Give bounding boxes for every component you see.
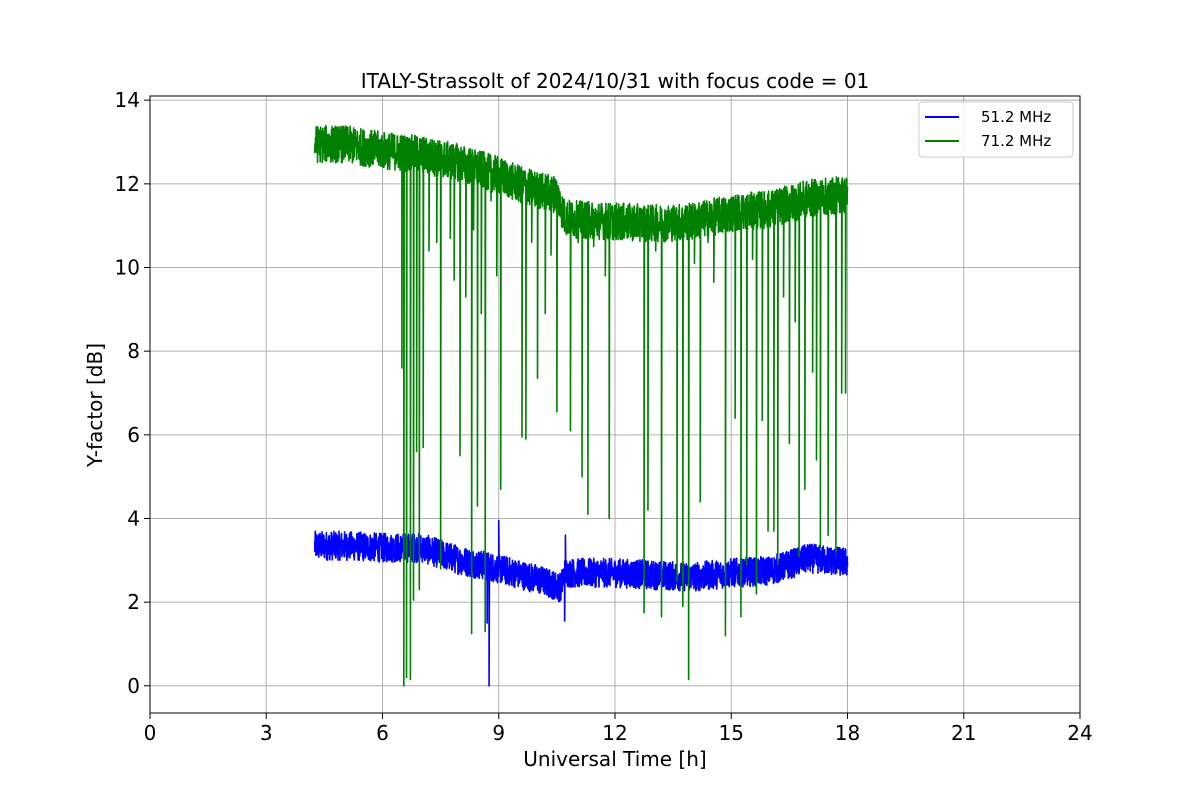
x-tick-label: 9 [492, 721, 505, 745]
x-tick-label: 18 [835, 721, 860, 745]
x-tick-label: 6 [376, 721, 389, 745]
y-tick-label: 4 [127, 506, 140, 530]
grid [149, 96, 1081, 713]
legend-box [918, 101, 1074, 158]
y-tick-label: 8 [127, 339, 140, 363]
x-axis-label: Universal Time [h] [523, 747, 706, 771]
series-line-1 [313, 519, 849, 687]
legend: 51.2 MHz 71.2 MHz [918, 101, 1074, 158]
series-line-2 [313, 124, 849, 687]
x-tick-label: 15 [719, 721, 744, 745]
x-tick-label: 0 [144, 721, 157, 745]
y-tick-label: 6 [127, 423, 140, 447]
legend-label-2: 71.2 MHz [981, 132, 1051, 150]
chart-title: ITALY-Strassolt of 2024/10/31 with focus… [361, 69, 870, 93]
y-tick-label: 12 [115, 172, 140, 196]
y-tick-label: 14 [115, 88, 140, 112]
y-tick-label: 0 [127, 674, 140, 698]
x-tick-label: 3 [260, 721, 273, 745]
x-tick-label: 12 [602, 721, 627, 745]
y-tick-label: 2 [127, 590, 140, 614]
x-tick-label: 21 [951, 721, 976, 745]
y-axis-label: Y-factor [dB] [83, 343, 107, 468]
y-tick-label: 10 [115, 256, 140, 280]
legend-label-1: 51.2 MHz [981, 108, 1051, 126]
series-layer [313, 124, 849, 687]
x-tick-label: 24 [1067, 721, 1092, 745]
